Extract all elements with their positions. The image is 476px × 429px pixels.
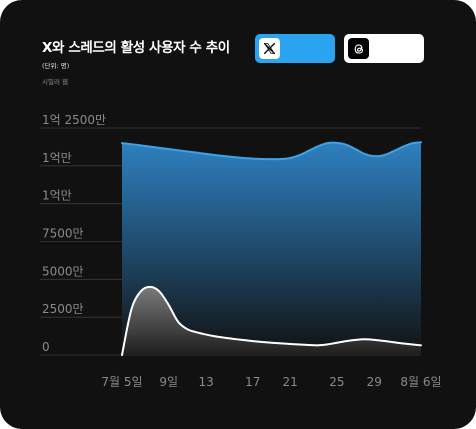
x-tick-label: 8월 6일	[400, 375, 441, 389]
x-tick-label: 25	[329, 375, 344, 389]
threads-series-line	[121, 285, 422, 356]
unit-label: (단위: 명)	[42, 62, 70, 70]
source-label: 시밀러 웹	[42, 78, 68, 86]
x-tick-label: 29	[367, 375, 382, 389]
y-tick-label: 1억 2500만	[42, 113, 106, 127]
y-tick-label: 1억만	[42, 151, 72, 165]
x-tick-label: 13	[198, 375, 213, 389]
y-tick-label: 7500만	[42, 227, 84, 241]
y-tick-label: 2500만	[42, 302, 84, 316]
x-tick-label: 17	[245, 375, 260, 389]
x-logo-icon	[259, 38, 280, 59]
series-layer	[121, 141, 422, 356]
x-tick-label: 21	[283, 375, 298, 389]
threads-series-area	[122, 286, 421, 355]
y-tick-label: 1억만	[42, 189, 72, 203]
legend-threads-button[interactable]	[344, 34, 424, 63]
legend-x-button[interactable]	[255, 34, 335, 63]
chart-title: X와 스레드의 활성 사용자 수 추이	[42, 40, 230, 56]
x-series-line	[121, 141, 422, 161]
threads-logo-icon	[348, 38, 369, 59]
y-tick-label: 0	[42, 340, 50, 354]
x-axis: 7월 5일 9일 13 17 21 25 29 8월 6일	[101, 375, 441, 389]
x-tick-label: 9일	[159, 375, 178, 389]
y-axis: 0 2500만 5000만 7500만 1억만 1억만 1억 2500만	[42, 113, 106, 354]
x-tick-label: 7월 5일	[101, 375, 142, 389]
x-series-area	[122, 142, 421, 355]
y-tick-label: 5000만	[42, 264, 84, 278]
